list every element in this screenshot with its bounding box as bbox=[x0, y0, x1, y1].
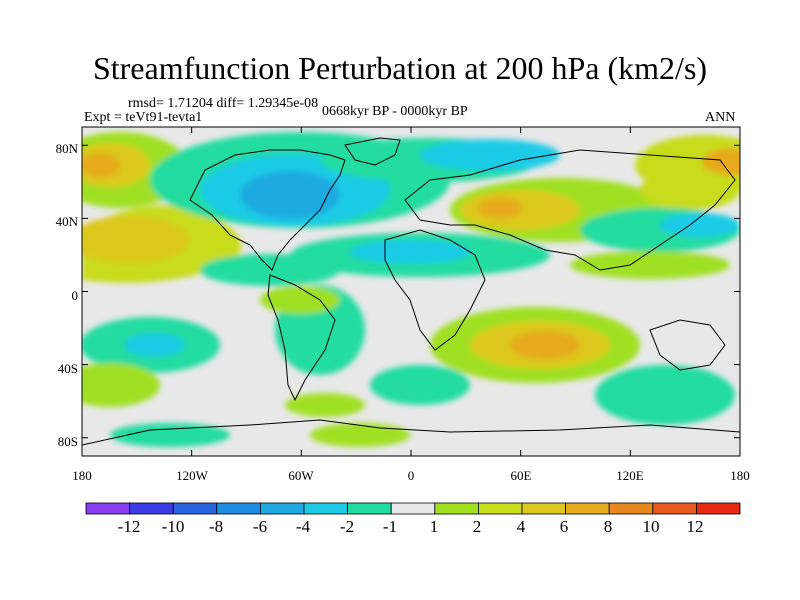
colorbar-swatch bbox=[434, 502, 479, 515]
x-tick-label: 180 bbox=[72, 468, 92, 483]
coast-south-america bbox=[267, 274, 336, 402]
colorbar-swatch bbox=[129, 502, 174, 515]
x-tick-label: 60E bbox=[511, 468, 532, 483]
colorbar-label: 10 bbox=[643, 517, 660, 536]
colorbar-swatch bbox=[85, 502, 130, 515]
contour-np-band-2 bbox=[82, 216, 190, 264]
coast-antarctica bbox=[82, 419, 740, 446]
contour-na-neg-3 bbox=[240, 171, 340, 219]
contour-asia-pos bbox=[640, 170, 740, 210]
axis-ticks bbox=[81, 127, 741, 456]
colorbar-label: 2 bbox=[473, 517, 482, 536]
contour-wp-pos bbox=[570, 251, 730, 279]
colorbar-swatch bbox=[696, 502, 741, 515]
contour-si-pos-3 bbox=[510, 331, 580, 359]
colorbar-label: -12 bbox=[118, 517, 141, 536]
coast-africa bbox=[384, 229, 486, 351]
colorbar-swatch bbox=[259, 502, 305, 515]
x-tick-label: 120E bbox=[616, 468, 644, 483]
y-tick-label: 80S bbox=[58, 434, 78, 449]
contour-arctic-neg bbox=[420, 139, 560, 171]
colorbar-swatch bbox=[565, 502, 610, 515]
period-label: 0668kyr BP - 0000kyr BP bbox=[322, 104, 468, 119]
y-tick-label: 40N bbox=[56, 214, 79, 229]
x-tick-label: 0 bbox=[408, 468, 415, 483]
season-label: ANN bbox=[705, 110, 736, 125]
y-tick-label: 40S bbox=[58, 361, 78, 376]
stats-line: rmsd= 1.71204 diff= 1.29345e-08 bbox=[128, 96, 319, 111]
colorbar-swatch bbox=[652, 502, 697, 515]
contour-so-neg-1 bbox=[595, 365, 735, 425]
colorbar bbox=[85, 502, 741, 515]
colorbar-label: 6 bbox=[560, 517, 569, 536]
colorbar-label: -6 bbox=[253, 517, 267, 536]
colorbar-swatch bbox=[521, 502, 566, 515]
coast-greenland bbox=[344, 137, 401, 166]
contour-wp-neg-2 bbox=[660, 213, 740, 237]
experiment-label: Expt = teVt91-tevta1 bbox=[84, 110, 203, 125]
x-tick-label: 60W bbox=[288, 468, 314, 483]
colorbar-swatch bbox=[390, 502, 436, 515]
x-tick-label: 120W bbox=[176, 468, 209, 483]
colorbar-label: -10 bbox=[162, 517, 185, 536]
contour-sp-pos bbox=[82, 363, 160, 407]
contour-eurasia-pos-3 bbox=[478, 198, 522, 218]
colorbar-swatch bbox=[303, 502, 348, 515]
colorbar-label: 12 bbox=[687, 517, 704, 536]
y-tick-label: 80N bbox=[56, 141, 79, 156]
colorbar-label: -8 bbox=[209, 517, 223, 536]
contour-tropical-neg bbox=[200, 254, 340, 286]
contour-so-neg-2 bbox=[370, 365, 470, 405]
colorbar-label: -4 bbox=[296, 517, 311, 536]
colorbar-swatch bbox=[477, 502, 523, 515]
colorbar-swatch bbox=[608, 502, 654, 515]
colorbar-labels: -12 -10 -8 -6 -4 -2 -1 1 2 4 6 8 10 12 bbox=[118, 517, 704, 536]
coast-north-america bbox=[189, 149, 346, 271]
colorbar-swatch bbox=[172, 502, 218, 515]
x-tick-labels: 180 120W 60W 0 60E 120E 180 bbox=[72, 468, 750, 483]
chart-title: Streamfunction Perturbation at 200 hPa (… bbox=[92, 50, 708, 86]
coastlines bbox=[82, 137, 740, 446]
y-tick-label: 0 bbox=[72, 288, 79, 303]
colorbar-label: -1 bbox=[383, 517, 397, 536]
coast-eurasia bbox=[404, 149, 736, 271]
x-tick-label: 180 bbox=[730, 468, 750, 483]
field-layer bbox=[82, 127, 740, 456]
colorbar-label: 4 bbox=[517, 517, 526, 536]
y-tick-labels: 80N 40N 0 40S 80S bbox=[56, 141, 79, 449]
contour-antarctic-neg bbox=[110, 423, 230, 447]
colorbar-swatch bbox=[216, 502, 261, 515]
contour-pacific-pos-3 bbox=[82, 153, 120, 177]
contour-so-pos-1 bbox=[285, 393, 365, 417]
contour-antarctic-pos bbox=[310, 423, 410, 447]
colorbar-label: 1 bbox=[430, 517, 439, 536]
colorbar-swatch bbox=[347, 502, 392, 515]
colorbar-label: 8 bbox=[604, 517, 613, 536]
contour-africa-neg-2 bbox=[350, 240, 470, 264]
colorbar-label: -2 bbox=[340, 517, 354, 536]
contour-sp-neg-2 bbox=[125, 333, 185, 357]
coast-australia bbox=[649, 319, 726, 371]
contour-sa-pos bbox=[260, 286, 340, 314]
